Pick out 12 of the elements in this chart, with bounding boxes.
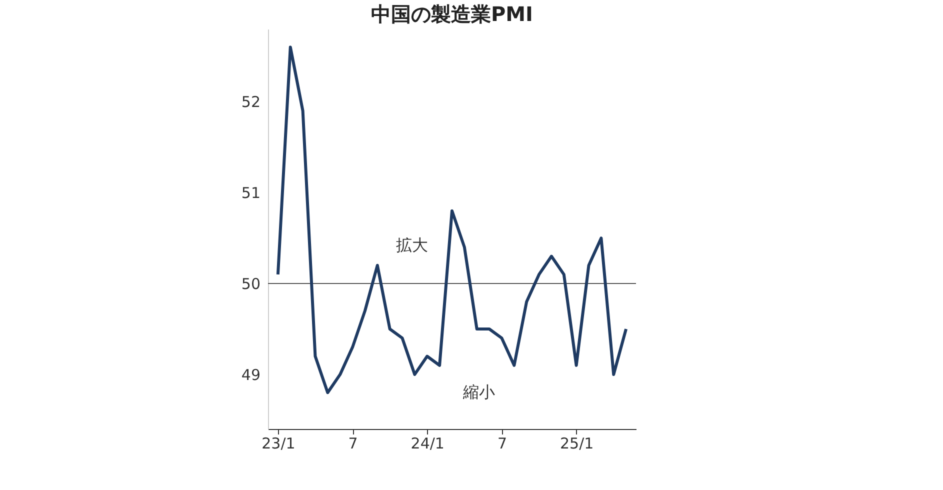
x-tick-label: 23/1 — [262, 434, 296, 452]
chart-title: 中国の製造業PMI — [370, 2, 534, 26]
x-tick-label: 7 — [497, 434, 508, 452]
x-tick-label: 7 — [348, 434, 358, 452]
annotation: 拡大 — [396, 235, 428, 254]
y-tick-label: 52 — [241, 93, 260, 112]
y-tick-label: 49 — [241, 366, 260, 384]
y-tick-label: 51 — [241, 184, 260, 202]
x-tick-label: 24/1 — [410, 434, 444, 452]
y-tick-label: 50 — [241, 275, 260, 294]
x-tick-label: 25/1 — [560, 434, 594, 452]
annotation: 縮小 — [462, 382, 496, 402]
